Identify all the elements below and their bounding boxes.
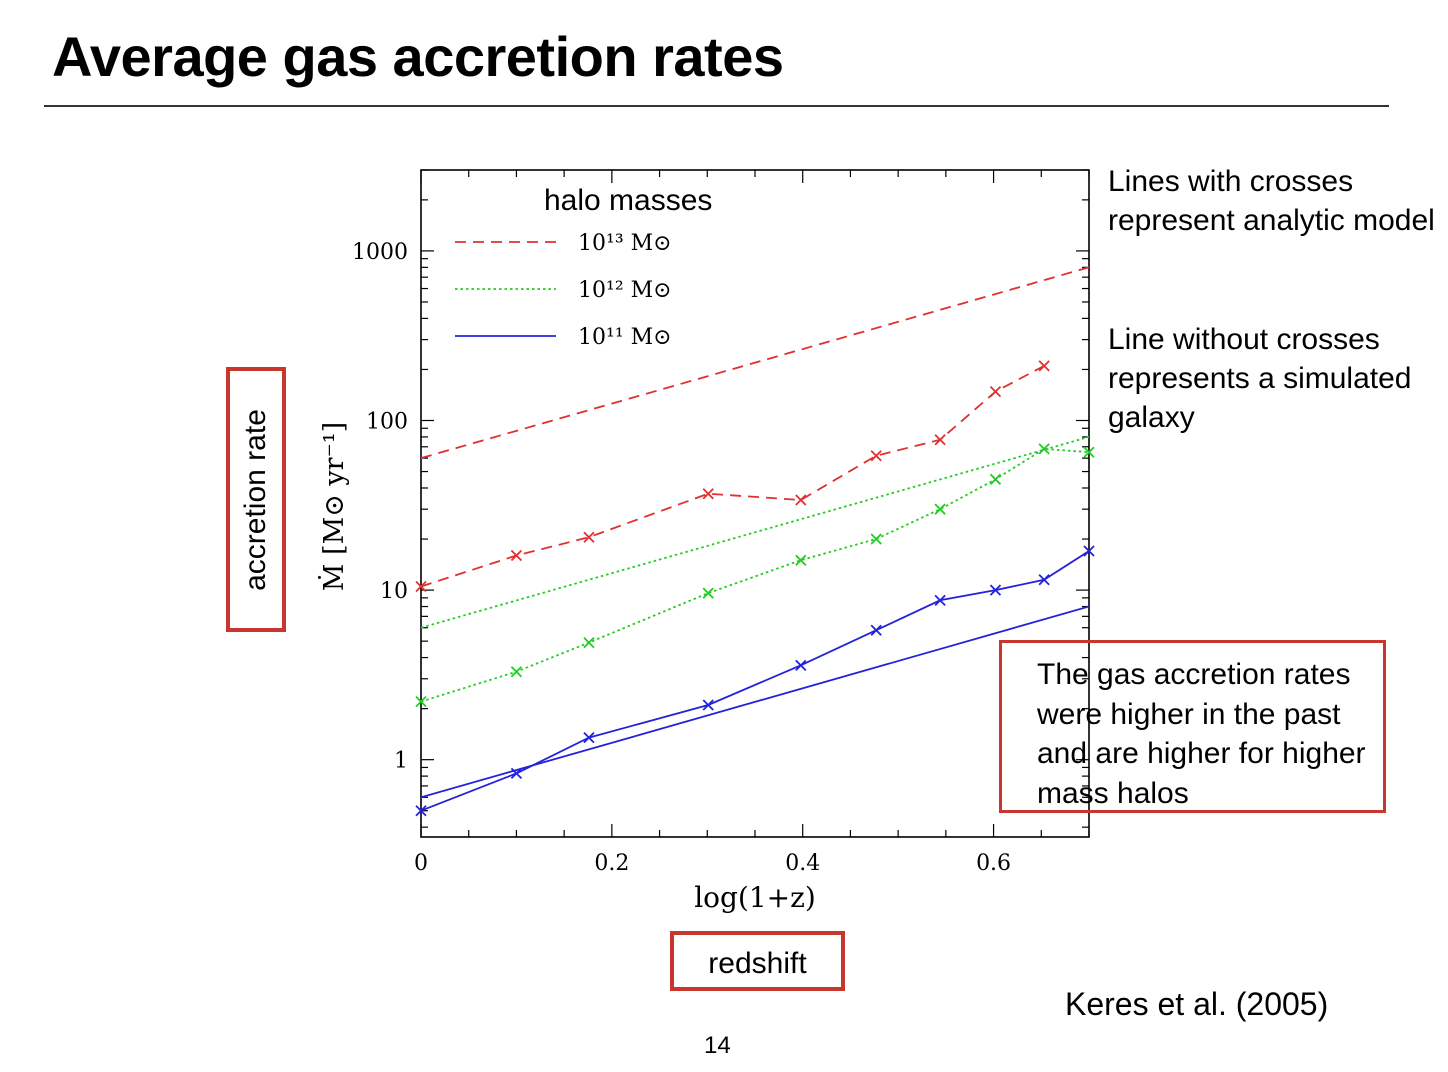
series-point-1e13 bbox=[795, 494, 807, 506]
callout-box: The gas accretion rates were higher in t… bbox=[999, 640, 1386, 813]
series-point-1e12 bbox=[989, 473, 1002, 485]
y-tick-label: 1000 bbox=[352, 240, 408, 265]
y-annotation-box: accretion rate bbox=[226, 367, 286, 632]
series-point-1e12 bbox=[510, 666, 523, 678]
series-point-1e11 bbox=[510, 767, 523, 780]
series-point-1e13 bbox=[989, 385, 1002, 398]
series-point-1e12 bbox=[1083, 446, 1095, 458]
series-point-1e11 bbox=[870, 624, 882, 636]
callout-text: The gas accretion rates were higher in t… bbox=[1037, 658, 1366, 810]
y-axis-label: Ṁ [M⊙ yr⁻¹] bbox=[317, 422, 350, 591]
x-tick-label: 0.4 bbox=[785, 851, 820, 876]
citation: Keres et al. (2005) bbox=[1065, 986, 1329, 1022]
y-tick-label: 10 bbox=[380, 579, 408, 604]
y-tick-label: 100 bbox=[366, 410, 408, 435]
title-divider bbox=[44, 105, 1389, 107]
x-axis-label: log(1+z) bbox=[694, 881, 816, 914]
x-annotation-label: redshift bbox=[708, 947, 807, 980]
series-point-1e13 bbox=[702, 488, 714, 500]
series-point-1e13 bbox=[870, 450, 882, 462]
legend-label: 10¹² M⊙ bbox=[578, 278, 672, 303]
series-point-1e12 bbox=[702, 587, 714, 599]
note-simulated-galaxy: Line without crosses represents a simula… bbox=[1108, 323, 1412, 434]
series-point-1e12 bbox=[870, 533, 882, 545]
series-line-1e12-simulated bbox=[421, 436, 1089, 629]
legend-label: 10¹¹ M⊙ bbox=[578, 325, 672, 350]
x-annotation-box: redshift bbox=[670, 931, 845, 991]
series-point-1e11 bbox=[795, 659, 807, 671]
series-point-1e13 bbox=[510, 549, 523, 562]
series-point-1e12 bbox=[934, 503, 946, 515]
series-line-1e11-simulated bbox=[421, 605, 1089, 799]
series-point-1e11 bbox=[989, 584, 1002, 596]
series-point-1e13 bbox=[1038, 360, 1050, 372]
slide-title: Average gas accretion rates bbox=[52, 25, 784, 88]
series-point-1e12 bbox=[415, 695, 427, 708]
x-tick-label: 0.6 bbox=[976, 851, 1011, 876]
series-point-1e11 bbox=[1083, 545, 1095, 557]
series-point-1e12 bbox=[1038, 443, 1050, 455]
series-line-1e12-with-crosses bbox=[421, 447, 1089, 703]
legend-label: 10¹³ M⊙ bbox=[578, 231, 672, 256]
series-point-1e13 bbox=[583, 531, 595, 543]
note-analytic-model: Lines with crosses represent analytic mo… bbox=[1108, 165, 1435, 237]
page-number: 14 bbox=[704, 1032, 731, 1059]
series-line-1e13-with-crosses bbox=[421, 365, 1045, 588]
x-tick-label: 0 bbox=[414, 851, 428, 876]
legend-title: halo masses bbox=[544, 184, 712, 217]
series-point-1e12 bbox=[795, 554, 807, 566]
series-line-1e13-simulated bbox=[421, 266, 1089, 459]
y-tick-label: 1 bbox=[394, 749, 408, 774]
series-line-1e11-with-crosses bbox=[421, 550, 1089, 812]
series-point-1e11 bbox=[934, 594, 946, 606]
plot-frame bbox=[420, 169, 1090, 838]
series-point-1e11 bbox=[415, 805, 427, 817]
series-point-1e13 bbox=[934, 434, 946, 446]
x-tick-label: 0.2 bbox=[594, 851, 629, 876]
series-point-1e12 bbox=[583, 636, 595, 649]
y-annotation-label: accretion rate bbox=[239, 408, 272, 591]
series-point-1e11 bbox=[702, 699, 714, 711]
series-point-1e13 bbox=[415, 580, 427, 593]
series-point-1e11 bbox=[1038, 574, 1050, 586]
series-point-1e11 bbox=[583, 731, 595, 744]
